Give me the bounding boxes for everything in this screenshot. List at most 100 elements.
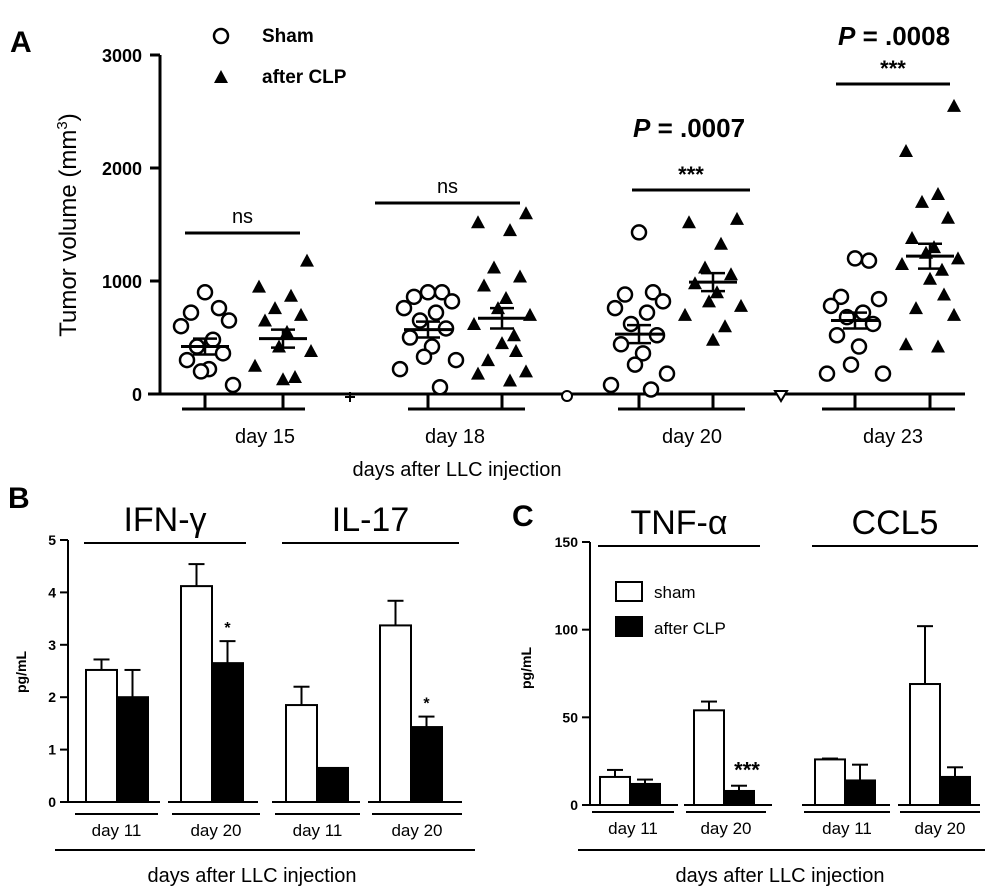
clp-point [499, 290, 513, 304]
panel-b-letter: B [8, 482, 30, 515]
sham-point [842, 356, 860, 373]
panel-b-ytick-label: 3 [48, 637, 56, 653]
panel-c-group-label: day 20 [914, 819, 965, 838]
significance-stars: * [423, 696, 430, 713]
sham-point [214, 345, 232, 362]
sham-point [224, 376, 242, 394]
clp-point [258, 313, 272, 327]
clp-point [899, 144, 913, 158]
panel-a-ytick-label: 0 [132, 385, 142, 405]
clp-point [909, 301, 923, 315]
sham-point [192, 363, 210, 380]
clp-point [471, 366, 485, 380]
panel-c-ytick-label: 0 [570, 797, 578, 813]
clp-bar [410, 726, 443, 803]
legend-clp-label: after CLP [654, 619, 726, 638]
clp-point [678, 307, 692, 321]
sham-point [818, 365, 836, 382]
clp-point [706, 332, 720, 346]
clp-point [477, 278, 491, 292]
panel-c-group-label: day 11 [822, 819, 872, 838]
clp-point [682, 215, 696, 229]
panel-b-group-label: day 11 [92, 821, 142, 840]
panel-c-ytick-label: 100 [555, 622, 579, 638]
clp-point [509, 344, 523, 358]
panel-a-letter: A [10, 26, 32, 59]
sham-point [405, 288, 423, 306]
sham-point [602, 376, 620, 394]
panel-b-ytick-label: 4 [48, 584, 56, 600]
sham-point [860, 252, 878, 269]
clp-point [268, 301, 282, 315]
p-value-label: P = .0007 [633, 113, 745, 143]
panel-b-xlabel: days after LLC injection [147, 865, 356, 887]
clp-bar [316, 766, 349, 804]
clp-bar [939, 775, 971, 806]
clp-point [513, 269, 527, 283]
clp-point [931, 339, 945, 353]
sham-point [630, 224, 648, 241]
baseline-marker [561, 390, 573, 402]
clp-point [718, 319, 732, 333]
sham-point [846, 250, 864, 267]
sham-point [220, 312, 238, 329]
p-value-label: P = .0008 [838, 21, 950, 51]
sham-point [415, 348, 433, 365]
panel-a-ylabel: Tumor volume (mm3) [54, 113, 82, 336]
panel-b-group-label: day 20 [190, 821, 241, 840]
sham-point [182, 304, 200, 321]
panel-c-group-label: day 11 [608, 819, 658, 838]
sham-point [832, 288, 850, 306]
sham-point [864, 315, 882, 333]
sham-bar [909, 683, 941, 807]
clp-point [252, 279, 266, 293]
sham-point [172, 317, 190, 335]
sham-point [196, 284, 214, 301]
panel-c-group-label: day 20 [700, 819, 751, 838]
panel-b-group-label: day 20 [391, 821, 442, 840]
clp-point [702, 294, 716, 308]
panel-a-group-label: day 20 [662, 426, 722, 448]
clp-point [730, 211, 744, 225]
sham-point [391, 360, 409, 378]
baseline-marker [773, 390, 789, 403]
clp-point [519, 364, 533, 378]
clp-point [471, 215, 485, 229]
panel-b-cytokine-title: IL-17 [332, 501, 410, 539]
panel-c-ylabel: pg/mL [518, 647, 534, 689]
sham-point [642, 381, 660, 398]
sham-point [626, 356, 644, 373]
sham-point [401, 329, 419, 346]
clp-point [523, 307, 537, 321]
sham-point [433, 284, 451, 301]
sham-point [822, 297, 840, 315]
sham-point [634, 345, 652, 362]
clp-point [304, 344, 318, 358]
panel-a-ytick-label: 1000 [102, 272, 142, 292]
legend-clp-marker [214, 70, 228, 83]
legend-clp-label: after CLP [262, 67, 347, 88]
clp-point [714, 236, 728, 250]
sham-point [612, 336, 630, 353]
clp-point [503, 373, 517, 387]
panel-b-ytick-label: 5 [48, 532, 56, 548]
clp-bar [629, 782, 661, 807]
clp-bar [844, 779, 876, 806]
clp-point [503, 223, 517, 237]
sham-bar [379, 624, 412, 803]
panel-a-group-label: day 18 [425, 426, 485, 448]
panel-b-ylabel: pg/mL [13, 651, 29, 693]
panel-a-legend: Sham after CLP [212, 26, 347, 88]
clp-point [272, 339, 286, 353]
sham-point [644, 284, 662, 301]
panel-b: B pg/mL 0 1 2 3 4 5 IFN-γ day 11 day 20 * IL-17 da… [8, 482, 475, 887]
sham-bar [693, 709, 725, 807]
sham-point [395, 299, 413, 317]
clp-point [288, 370, 302, 384]
clp-point [895, 257, 909, 271]
sham-bar [599, 775, 631, 806]
legend-sham-label: Sham [262, 26, 314, 47]
clp-point [915, 194, 929, 208]
panel-b-ytick-label: 2 [48, 689, 56, 705]
